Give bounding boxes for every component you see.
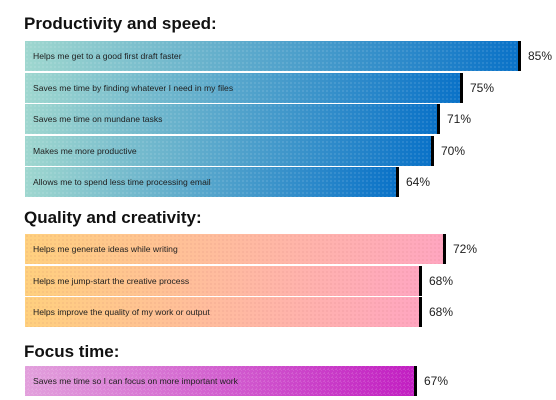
bar-row: Saves me time by finding whatever I need…	[25, 73, 500, 103]
bar-row: Helps me jump-start the creative process…	[25, 266, 459, 296]
bar: Allows me to spend less time processing …	[25, 167, 396, 197]
bar-row: Helps improve the quality of my work or …	[25, 297, 459, 327]
bar-label: Saves me time by finding whatever I need…	[33, 83, 234, 93]
bar: Saves me time so I can focus on more imp…	[25, 366, 414, 396]
bar-label: Saves me time on mundane tasks	[33, 114, 163, 124]
bar-texture	[25, 104, 437, 134]
bar: Helps me get to a good first draft faste…	[25, 41, 518, 71]
bar-texture	[25, 366, 414, 396]
bar-end-marker	[396, 167, 399, 197]
bar: Helps me generate ideas while writing	[25, 234, 443, 264]
bar-label: Helps me jump-start the creative process	[33, 276, 190, 286]
value-label: 72%	[453, 242, 478, 256]
bar-texture	[25, 167, 396, 197]
value-label: 70%	[441, 144, 466, 158]
bar: Saves me time on mundane tasks	[25, 104, 437, 134]
section-title-productivity: Productivity and speed:	[24, 14, 217, 33]
section-title-focus: Focus time:	[24, 342, 120, 361]
bar-row: Allows me to spend less time processing …	[25, 167, 436, 197]
bar-row: Saves me time so I can focus on more imp…	[25, 366, 454, 396]
bar: Saves me time by finding whatever I need…	[25, 73, 460, 103]
value-label: 75%	[470, 81, 495, 95]
bar-row: Saves me time on mundane tasks 71%	[25, 104, 477, 134]
section-title-quality: Quality and creativity:	[24, 208, 202, 227]
bar: Helps me jump-start the creative process	[25, 266, 419, 296]
bar-texture	[25, 41, 518, 71]
value-label: 68%	[429, 274, 454, 288]
bar-row: Helps me get to a good first draft faste…	[25, 41, 556, 71]
bar-end-marker	[437, 104, 440, 134]
bar-texture	[25, 297, 419, 327]
bar-end-marker	[518, 41, 521, 71]
bar-texture	[25, 234, 443, 264]
bar-end-marker	[443, 234, 446, 264]
bar: Helps improve the quality of my work or …	[25, 297, 419, 327]
value-label: 64%	[406, 175, 431, 189]
bar-end-marker	[419, 266, 422, 296]
bar-row: Helps me generate ideas while writing 72%	[25, 234, 483, 264]
bar-end-marker	[419, 297, 422, 327]
value-label: 67%	[424, 374, 449, 388]
bar-row: Makes me more productive 70%	[25, 136, 471, 166]
bar-label: Saves me time so I can focus on more imp…	[33, 376, 238, 386]
bar-texture	[25, 136, 431, 166]
value-label: 68%	[429, 305, 454, 319]
bar-label: Helps improve the quality of my work or …	[33, 307, 210, 317]
bar-texture	[25, 266, 419, 296]
bar-end-marker	[431, 136, 434, 166]
bar-texture	[25, 73, 460, 103]
bar-label: Makes me more productive	[33, 146, 137, 156]
bar: Makes me more productive	[25, 136, 431, 166]
value-label: 85%	[528, 49, 553, 63]
bar-label: Helps me generate ideas while writing	[33, 244, 178, 254]
value-label: 71%	[447, 112, 472, 126]
bar-end-marker	[414, 366, 417, 396]
bar-end-marker	[460, 73, 463, 103]
bar-label: Helps me get to a good first draft faste…	[33, 51, 182, 61]
bar-label: Allows me to spend less time processing …	[33, 177, 211, 187]
